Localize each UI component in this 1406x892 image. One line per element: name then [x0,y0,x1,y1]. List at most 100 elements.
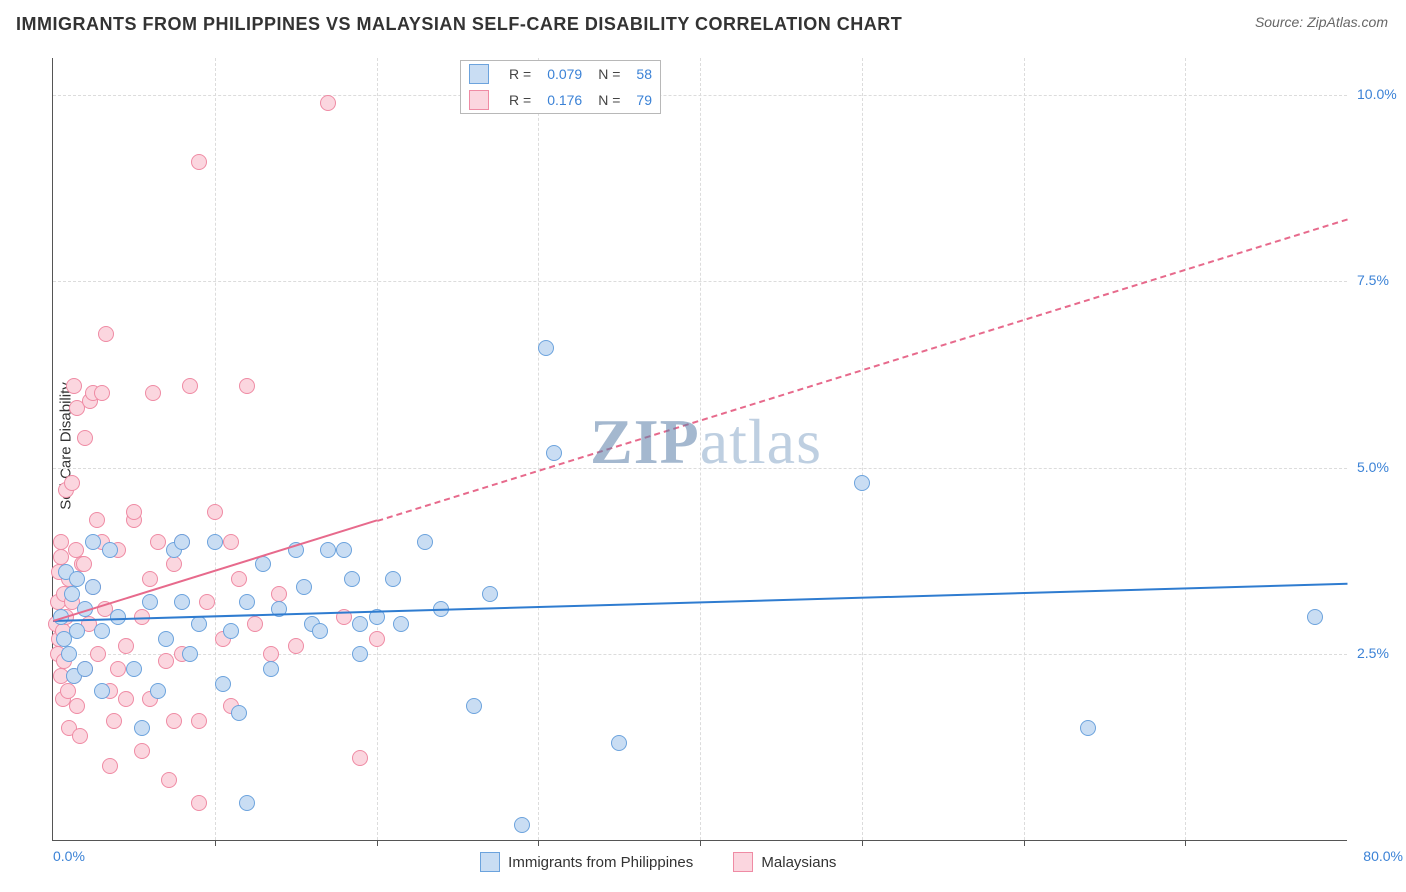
data-point-malaysians [158,653,174,669]
data-point-philippines [320,542,336,558]
data-point-philippines [611,735,627,751]
data-point-malaysians [191,154,207,170]
data-point-philippines [482,586,498,602]
data-point-malaysians [199,594,215,610]
data-point-philippines [85,534,101,550]
data-point-philippines [296,579,312,595]
x-tick [1185,840,1186,846]
data-point-philippines [336,542,352,558]
data-point-philippines [158,631,174,647]
data-point-philippines [182,646,198,662]
data-point-philippines [255,556,271,572]
data-point-philippines [854,475,870,491]
gridline-v [700,58,701,840]
data-point-malaysians [352,750,368,766]
x-tick [377,840,378,846]
x-tick [1024,840,1025,846]
data-point-philippines [134,720,150,736]
data-point-philippines [1080,720,1096,736]
data-point-malaysians [60,683,76,699]
data-point-malaysians [53,549,69,565]
data-point-malaysians [102,758,118,774]
data-point-malaysians [90,646,106,662]
data-point-philippines [77,661,93,677]
data-point-malaysians [134,743,150,759]
data-point-malaysians [142,571,158,587]
data-point-philippines [223,623,239,639]
data-point-malaysians [161,772,177,788]
data-point-malaysians [118,638,134,654]
data-point-malaysians [64,475,80,491]
data-point-philippines [466,698,482,714]
gridline-v [862,58,863,840]
data-point-malaysians [150,534,166,550]
data-point-malaysians [191,795,207,811]
data-point-philippines [94,683,110,699]
y-tick-label: 7.5% [1357,272,1406,288]
legend-stats-row-malaysians: R =0.176N =79 [461,87,660,113]
data-point-malaysians [53,534,69,550]
data-point-malaysians [72,728,88,744]
data-point-malaysians [66,378,82,394]
x-tick [215,840,216,846]
data-point-philippines [150,683,166,699]
x-tick [700,840,701,846]
data-point-philippines [215,676,231,692]
legend-series: Immigrants from Philippines Malaysians [480,852,876,876]
x-tick [862,840,863,846]
data-point-philippines [239,795,255,811]
y-tick-label: 10.0% [1357,86,1406,102]
gridline-v [538,58,539,840]
data-point-malaysians [239,378,255,394]
data-point-philippines [263,661,279,677]
legend-stats-row-philippines: R =0.079N =58 [461,61,660,87]
data-point-philippines [239,594,255,610]
data-point-philippines [174,534,190,550]
data-point-philippines [231,705,247,721]
x-max-label: 80.0% [1363,848,1403,864]
data-point-philippines [352,646,368,662]
gridline-v [1024,58,1025,840]
legend-item-philippines: Immigrants from Philippines [480,852,693,872]
gridline-v [1185,58,1186,840]
data-point-philippines [385,571,401,587]
data-point-philippines [64,586,80,602]
data-point-malaysians [110,661,126,677]
data-point-philippines [514,817,530,833]
chart-title: IMMIGRANTS FROM PHILIPPINES VS MALAYSIAN… [16,14,902,35]
source-link[interactable]: ZipAtlas.com [1307,14,1388,30]
data-point-philippines [1307,609,1323,625]
data-point-malaysians [76,556,92,572]
data-point-malaysians [106,713,122,729]
data-point-philippines [94,623,110,639]
data-point-malaysians [98,326,114,342]
data-point-philippines [312,623,328,639]
y-tick-label: 5.0% [1357,459,1406,475]
data-point-philippines [142,594,158,610]
source-label: Source: [1255,14,1303,30]
data-point-malaysians [223,534,239,550]
data-point-malaysians [271,586,287,602]
data-point-philippines [69,623,85,639]
data-point-malaysians [166,713,182,729]
data-point-malaysians [69,698,85,714]
data-point-malaysians [288,638,304,654]
data-point-philippines [102,542,118,558]
plot-area: 2.5%5.0%7.5%10.0%0.0%80.0% [52,58,1347,841]
data-point-philippines [69,571,85,587]
data-point-philippines [126,661,142,677]
data-point-malaysians [145,385,161,401]
x-origin-label: 0.0% [53,848,85,864]
data-point-malaysians [166,556,182,572]
data-point-malaysians [207,504,223,520]
data-point-malaysians [231,571,247,587]
data-point-malaysians [320,95,336,111]
data-point-malaysians [263,646,279,662]
data-point-malaysians [369,631,385,647]
data-point-philippines [344,571,360,587]
data-point-malaysians [89,512,105,528]
data-point-philippines [417,534,433,550]
data-point-philippines [538,340,554,356]
source-attribution: Source: ZipAtlas.com [1255,14,1388,30]
data-point-philippines [85,579,101,595]
